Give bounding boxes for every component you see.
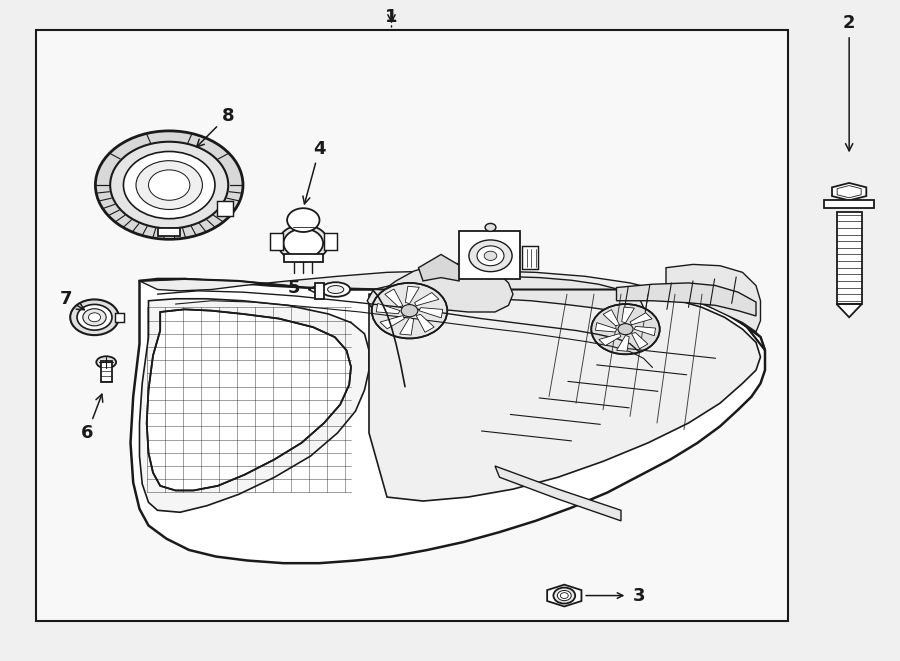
Polygon shape (596, 323, 617, 332)
Circle shape (284, 229, 323, 258)
Polygon shape (376, 303, 400, 314)
Polygon shape (832, 183, 867, 200)
Polygon shape (315, 283, 324, 299)
Polygon shape (130, 279, 765, 563)
Polygon shape (140, 271, 765, 350)
Circle shape (484, 251, 497, 260)
Circle shape (123, 151, 215, 219)
Circle shape (477, 246, 504, 266)
Bar (217, 202, 233, 216)
Polygon shape (634, 327, 655, 336)
Text: 8: 8 (197, 106, 234, 147)
Polygon shape (837, 304, 862, 317)
Circle shape (618, 324, 633, 334)
Circle shape (561, 593, 568, 598)
Polygon shape (147, 309, 351, 490)
Text: 1: 1 (385, 7, 398, 26)
Circle shape (469, 240, 512, 272)
Circle shape (136, 161, 202, 210)
Circle shape (557, 590, 572, 601)
Polygon shape (385, 289, 403, 307)
Ellipse shape (321, 282, 350, 297)
Bar (270, 233, 283, 250)
Bar (284, 254, 323, 262)
Polygon shape (630, 313, 652, 325)
Polygon shape (158, 228, 180, 236)
Polygon shape (416, 315, 434, 332)
Text: 6: 6 (81, 394, 103, 442)
Polygon shape (369, 292, 760, 501)
Polygon shape (415, 293, 439, 306)
Ellipse shape (96, 356, 116, 368)
Polygon shape (622, 307, 634, 323)
Bar (824, 200, 875, 208)
Polygon shape (616, 335, 629, 351)
Bar (36, 30, 788, 621)
Bar (101, 361, 112, 382)
Polygon shape (616, 283, 756, 316)
Polygon shape (405, 286, 419, 304)
Circle shape (83, 309, 106, 326)
Polygon shape (603, 309, 619, 326)
Polygon shape (598, 334, 621, 346)
Circle shape (278, 225, 328, 262)
Text: 7: 7 (59, 290, 85, 310)
Circle shape (372, 283, 447, 338)
Polygon shape (400, 317, 414, 335)
Circle shape (77, 305, 112, 330)
Polygon shape (418, 254, 464, 281)
Circle shape (148, 170, 190, 200)
Bar (522, 246, 538, 269)
Text: 2: 2 (843, 14, 855, 151)
Circle shape (287, 208, 320, 232)
Bar (324, 233, 337, 250)
Circle shape (88, 313, 101, 322)
Circle shape (401, 305, 418, 317)
Polygon shape (837, 186, 861, 198)
Polygon shape (380, 315, 404, 329)
Ellipse shape (328, 286, 344, 293)
Circle shape (554, 588, 575, 603)
Circle shape (485, 223, 496, 231)
Polygon shape (387, 263, 513, 312)
Bar (459, 231, 520, 279)
Circle shape (591, 304, 660, 354)
Polygon shape (367, 276, 644, 314)
Polygon shape (547, 584, 581, 607)
Polygon shape (419, 307, 443, 318)
Text: 4: 4 (303, 139, 326, 204)
Text: 5: 5 (288, 278, 301, 297)
Polygon shape (140, 299, 369, 512)
Polygon shape (495, 466, 621, 521)
Circle shape (95, 131, 243, 239)
Bar (837, 212, 862, 304)
Bar (115, 313, 123, 322)
Circle shape (110, 141, 229, 229)
Circle shape (70, 299, 119, 335)
Text: 3: 3 (633, 586, 645, 605)
Polygon shape (632, 332, 648, 349)
Polygon shape (666, 264, 760, 332)
